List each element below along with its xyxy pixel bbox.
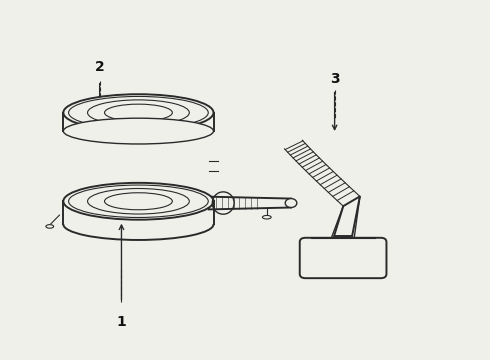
Ellipse shape bbox=[263, 215, 271, 219]
Ellipse shape bbox=[63, 209, 214, 240]
Ellipse shape bbox=[285, 199, 297, 207]
Polygon shape bbox=[209, 197, 291, 210]
Text: 2: 2 bbox=[95, 59, 104, 73]
Ellipse shape bbox=[63, 183, 214, 220]
Polygon shape bbox=[63, 113, 214, 131]
Ellipse shape bbox=[63, 118, 214, 144]
Ellipse shape bbox=[46, 225, 53, 228]
Ellipse shape bbox=[63, 94, 214, 131]
FancyBboxPatch shape bbox=[300, 238, 387, 278]
Text: 3: 3 bbox=[330, 72, 340, 86]
Polygon shape bbox=[334, 197, 360, 236]
Polygon shape bbox=[63, 201, 214, 224]
Text: 1: 1 bbox=[117, 315, 126, 329]
